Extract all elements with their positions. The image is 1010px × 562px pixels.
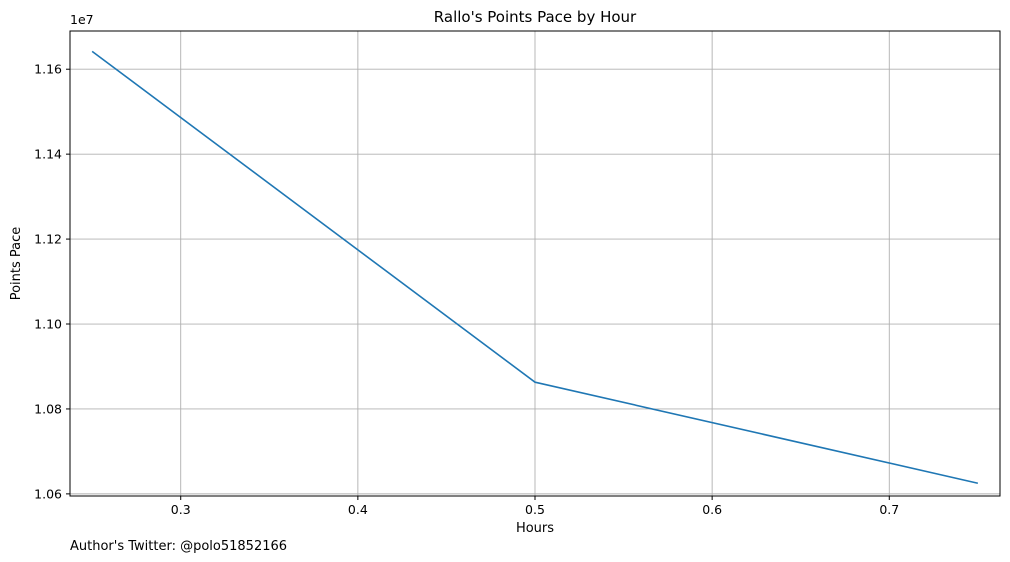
- y-axis-offset-label: 1e7: [70, 12, 94, 27]
- series-lines: [91, 50, 979, 485]
- author-credit: Author's Twitter: @polo51852166: [70, 539, 287, 554]
- y-tick-label: 1.12: [34, 232, 62, 247]
- y-tick-label: 1.06: [34, 486, 62, 501]
- x-tick-label: 0.4: [348, 502, 368, 517]
- chart-title: Rallo's Points Pace by Hour: [434, 8, 637, 26]
- x-ticks: 0.3 0.4 0.5 0.6 0.7: [171, 496, 899, 517]
- y-tick-label: 1.16: [34, 62, 62, 77]
- y-tick-label: 1.08: [34, 401, 62, 416]
- x-tick-label: 0.5: [525, 502, 545, 517]
- series-line: [91, 50, 979, 485]
- x-tick-label: 0.3: [171, 502, 191, 517]
- x-tick-label: 0.7: [879, 502, 899, 517]
- y-tick-label: 1.10: [34, 317, 62, 332]
- y-tick-label: 1.14: [34, 147, 62, 162]
- y-axis-label: Points Pace: [9, 227, 24, 301]
- x-tick-label: 0.6: [702, 502, 722, 517]
- y-ticks: 1.06 1.08 1.10 1.12 1.14 1.16: [34, 62, 70, 501]
- grid-lines: [70, 31, 1000, 496]
- x-axis-label: Hours: [516, 521, 554, 536]
